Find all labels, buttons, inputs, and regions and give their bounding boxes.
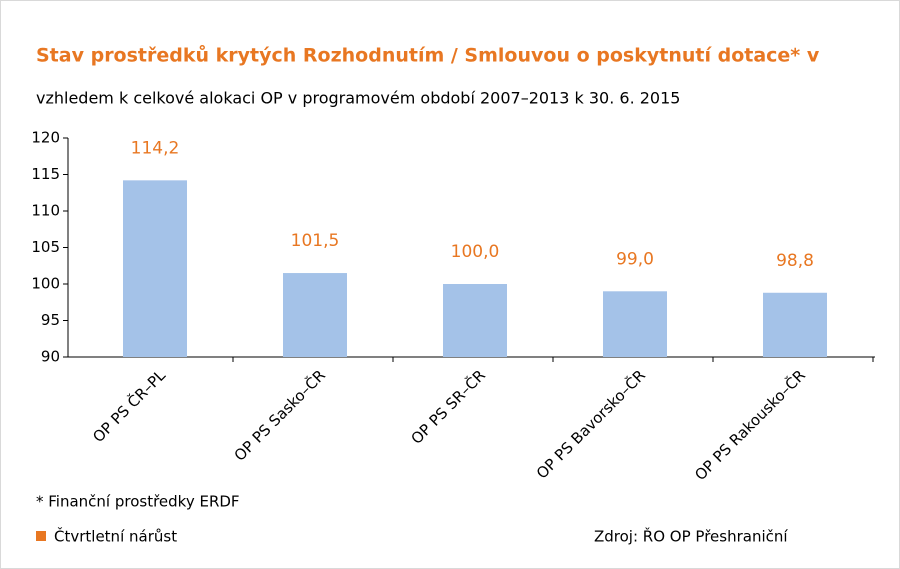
value-label: 98,8: [776, 251, 814, 271]
value-label: 99,0: [616, 249, 654, 269]
legend-swatch: [36, 531, 46, 541]
y-tick-label: 120: [31, 129, 60, 147]
y-tick-label: 110: [31, 202, 60, 220]
y-tick-label: 90: [41, 348, 60, 366]
value-label: 114,2: [131, 138, 180, 158]
y-tick-label: 105: [31, 238, 60, 256]
bar: [443, 284, 507, 357]
value-label: 101,5: [291, 231, 340, 251]
chart-subtitle: vzhledem k celkové alokaci OP v programo…: [36, 89, 680, 108]
bar: [763, 292, 827, 357]
y-tick-label: 115: [31, 165, 60, 183]
bar: [283, 273, 347, 357]
chart-title: Stav prostředků krytých Rozhodnutím / Sm…: [36, 44, 820, 67]
source: Zdroj: ŘO OP Přeshraniční: [594, 527, 788, 546]
legend-label: Čtvrtletní nárůst: [54, 527, 177, 546]
bar: [123, 180, 187, 357]
y-tick-label: 95: [41, 311, 60, 329]
bar: [603, 291, 667, 357]
footnote: * Finanční prostředky ERDF: [36, 493, 240, 511]
y-tick-label: 100: [31, 275, 60, 293]
value-label: 100,0: [451, 242, 500, 262]
